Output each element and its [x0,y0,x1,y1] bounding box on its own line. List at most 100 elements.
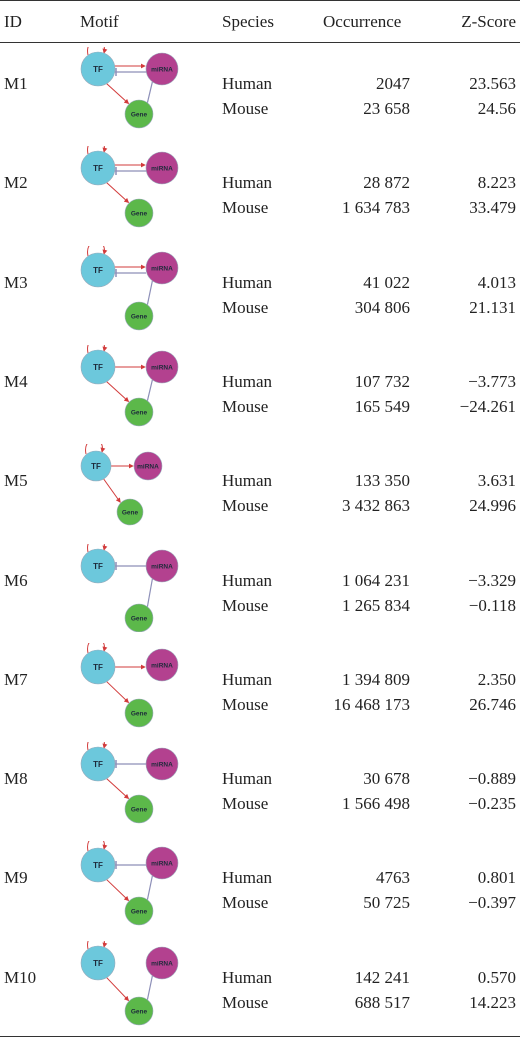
mirna-node [145,847,179,880]
table-row: M1 Human Mouse 2047 23 658 23.563 24.56 TF miRNA… [0,43,520,139]
table-row: M10 Human Mouse 142 241 688 517 0.570 14.223 TF… [0,937,520,1033]
edge-mirna-gene-repression [146,578,153,607]
zscore-human: 2.350 [477,669,516,689]
zscore-mouse: 26.746 [469,694,516,714]
occurrence-mouse: 16 468 173 [333,694,411,714]
occurrence-human: 41 022 [363,272,410,292]
mirna-label: miRNA [151,861,173,868]
occurrence-human: 142 241 [354,967,410,987]
tf-label: TF [93,760,103,769]
mirna-label: miRNA [151,66,173,73]
occurrence-mouse: 50 725 [363,893,410,913]
tf-node [80,450,112,482]
tf-self-loop [85,444,106,455]
header-rule [0,42,520,43]
edge-mirna-gene-repression [146,975,153,1000]
occurrence-human: 1 394 809 [342,669,410,689]
species-mouse: Mouse [222,198,269,218]
edge-mirna-gene-repression [146,379,153,401]
motif-cell: TF miRNA Gene [76,245,186,334]
tf-self-loop [87,47,108,56]
species-human: Human [222,371,273,391]
species-mouse: Mouse [222,694,269,714]
row-id: M8 [4,769,28,789]
gene-node [124,397,154,427]
species-human: Human [222,272,273,292]
zscore-human: 3.631 [477,471,516,491]
edge-tf-gene-activation [106,182,130,204]
mirna-label: miRNA [151,265,173,272]
species-human: Human [222,669,273,689]
gene-node [124,794,154,824]
occurrence-human: 2047 [376,74,410,93]
mirna-label: miRNA [137,463,159,470]
zscore-mouse: −24.261 [459,396,516,416]
row-id: M3 [4,272,28,292]
occurrence-mouse: 1 566 498 [342,794,410,814]
tf-node [80,51,116,87]
gene-node [124,198,154,228]
zscore-mouse: −0.397 [468,893,516,913]
table-row: M5 Human Mouse 133 350 3 432 863 3.631 24.996 T… [0,440,520,536]
species-mouse: Mouse [222,496,269,516]
tf-self-loop [87,940,108,949]
motif-diagram: TF miRNA Gene [80,444,163,526]
edge-tf-gene-activation [106,680,130,703]
gene-node [124,897,154,926]
edge-tf-gene-activation [106,976,130,1001]
species-mouse: Mouse [222,396,269,416]
occurrence-mouse: 1 634 783 [342,198,410,218]
tf-self-loop [87,344,108,353]
gene-label: Gene [131,615,148,622]
motif-cell: TF miRNA Gene [76,47,186,135]
tf-label: TF [93,363,103,372]
occurrence-human: 133 350 [354,471,410,491]
tf-node [80,150,116,186]
motif-diagram: TF miRNA Gene [80,742,179,824]
tf-self-loop [87,841,108,852]
gene-label: Gene [131,909,148,916]
motif-cell: TF miRNA Gene [76,841,186,929]
species-human: Human [222,868,273,888]
tf-node [80,848,116,883]
occurrence-mouse: 304 806 [354,297,410,317]
mirna-node [145,648,179,682]
mirna-node [145,549,179,582]
row-id: M9 [4,868,28,888]
edge-tf-gene-activation [106,83,130,105]
tf-label: TF [93,164,103,173]
zscore-mouse: 24.996 [469,496,516,516]
tf-label: TF [93,663,103,672]
tf-label: TF [93,958,103,967]
species-human: Human [222,570,273,590]
occurrence-mouse: 23 658 [363,99,410,118]
motif-cell: TF miRNA Gene [76,344,186,433]
header-motif: Motif [80,12,119,31]
table-row: M4 Human Mouse 107 732 165 549 −3.773 −24.261 T… [0,341,520,437]
row-id: M1 [4,74,28,93]
row-id: M6 [4,570,28,590]
edge-tf-gene-activation [106,778,130,800]
mirna-node [145,350,179,384]
occurrence-mouse: 165 549 [354,396,410,416]
tf-node [80,548,116,583]
occurrence-mouse: 3 432 863 [342,496,410,516]
gene-label: Gene [131,111,148,118]
tf-label: TF [93,861,103,870]
species-human: Human [222,471,273,491]
edge-mirna-gene-repression [146,280,153,305]
tf-self-loop [87,146,108,155]
table-row: M3 Human Mouse 41 022 304 806 4.013 21.131 TF mi… [0,242,520,338]
table-row: M7 Human Mouse 1 394 809 16 468 173 2.350 26.7… [0,639,520,735]
mirna-node [145,52,179,86]
edge-mirna-gene-repression [146,81,153,103]
table-row: M6 Human Mouse 1 064 231 1 265 834 −3.329 −0.1… [0,540,520,636]
motif-diagram: TF miRNA Gene [80,642,179,728]
tf-label: TF [91,462,101,471]
mirna-label: miRNA [151,166,173,173]
mirna-label: miRNA [151,662,173,669]
tf-label: TF [93,65,103,74]
row-id: M2 [4,173,28,193]
zscore-mouse: 14.223 [469,992,516,1012]
mirna-node [145,151,179,185]
